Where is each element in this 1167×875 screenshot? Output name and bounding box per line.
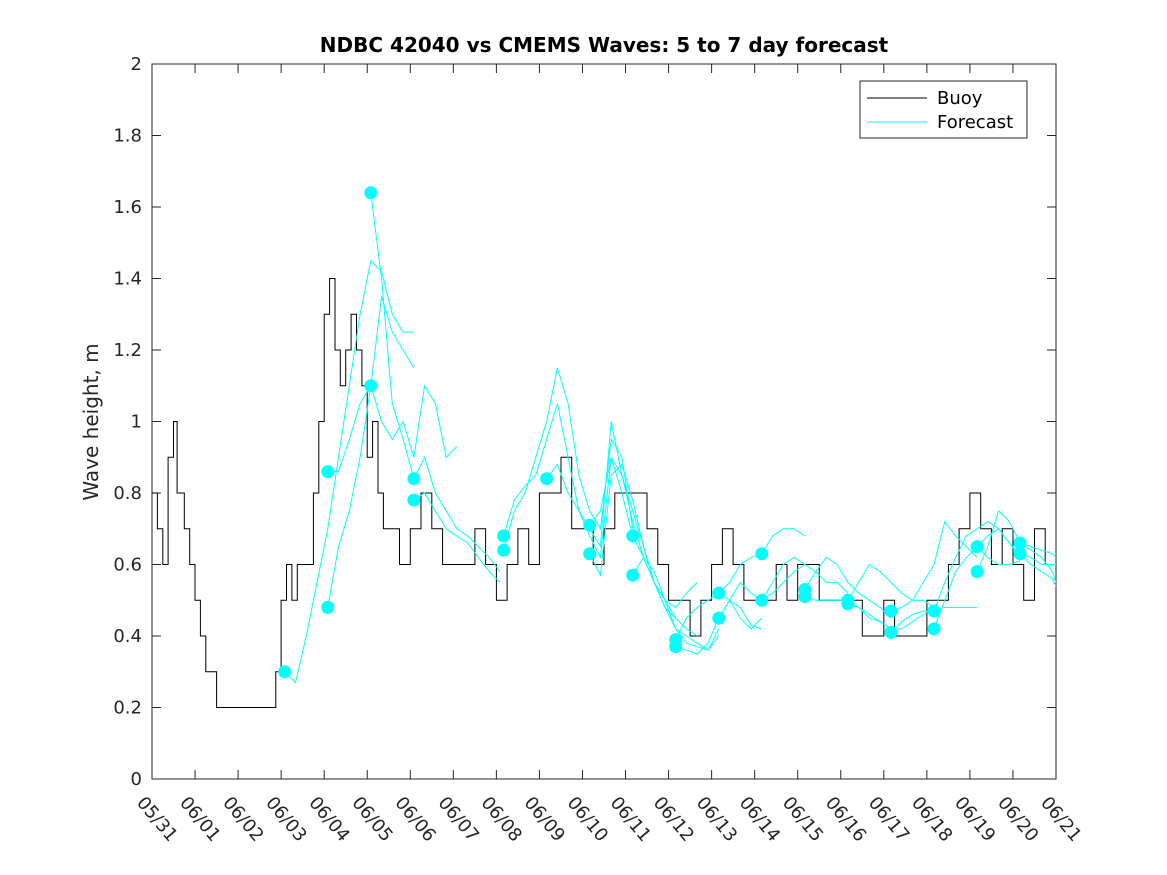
forecast-marker bbox=[407, 472, 421, 486]
y-tick-label: 2 bbox=[131, 54, 142, 75]
forecast-line bbox=[1019, 542, 1057, 583]
forecast-line bbox=[804, 556, 892, 619]
forecast-marker bbox=[278, 665, 292, 679]
legend-label-forecast: Forecast bbox=[937, 112, 1013, 133]
forecast-line bbox=[847, 563, 935, 608]
forecast-line bbox=[327, 384, 458, 473]
y-tick-label: 0 bbox=[131, 769, 142, 790]
forecast-marker bbox=[497, 529, 511, 543]
legend: Buoy Forecast bbox=[859, 80, 1028, 139]
forecast-marker bbox=[755, 547, 769, 561]
buoy-series bbox=[152, 278, 1056, 708]
y-tick-label: 1 bbox=[131, 412, 142, 433]
forecast-marker bbox=[755, 593, 769, 607]
forecast-marker bbox=[884, 604, 898, 618]
forecast-marker bbox=[669, 640, 683, 654]
forecast-marker bbox=[798, 590, 812, 604]
forecast-line bbox=[370, 192, 415, 479]
forecast-marker bbox=[970, 565, 984, 579]
forecast-marker bbox=[497, 543, 511, 557]
forecast-line bbox=[413, 492, 501, 583]
forecast-line bbox=[1019, 553, 1056, 565]
forecast-marker bbox=[927, 604, 941, 618]
y-axis: 0 0.2 0.4 0.6 0.8 1 1.2 1.4 1.6 1.8 2 bbox=[113, 54, 1056, 790]
forecast-marker bbox=[407, 493, 421, 507]
forecast-marker bbox=[364, 186, 378, 200]
forecast-marker bbox=[884, 625, 898, 639]
chart-title: NDBC 42040 vs CMEMS Waves: 5 to 7 day fo… bbox=[320, 33, 889, 57]
forecast-marker bbox=[1013, 536, 1027, 550]
plot-area bbox=[151, 63, 1057, 780]
legend-box bbox=[859, 80, 1028, 139]
forecast-marker bbox=[583, 547, 597, 561]
buoy-line bbox=[152, 278, 1056, 708]
forecast-marker bbox=[321, 600, 335, 614]
axes-box bbox=[151, 63, 1057, 780]
forecast-marker bbox=[970, 540, 984, 554]
forecast-marker bbox=[841, 597, 855, 611]
forecast-marker bbox=[712, 586, 726, 600]
forecast-line bbox=[589, 463, 698, 609]
y-tick-label: 0.2 bbox=[113, 698, 142, 719]
y-tick-label: 0.8 bbox=[113, 483, 142, 504]
forecast-marker bbox=[712, 611, 726, 625]
forecast-line bbox=[761, 556, 849, 601]
y-axis-label: Wave height, m bbox=[79, 343, 103, 500]
y-tick-label: 1.2 bbox=[113, 340, 142, 361]
forecast-markers bbox=[278, 186, 1027, 679]
forecast-line bbox=[413, 455, 501, 572]
forecast-marker bbox=[583, 518, 597, 532]
y-tick-label: 1.4 bbox=[113, 269, 142, 290]
forecast-marker bbox=[321, 465, 335, 479]
forecast-marker bbox=[927, 622, 941, 636]
y-tick-label: 1.8 bbox=[113, 126, 142, 147]
forecast-line bbox=[632, 535, 720, 651]
forecast-marker bbox=[626, 529, 640, 543]
forecast-marker bbox=[364, 379, 378, 393]
y-tick-label: 1.6 bbox=[113, 197, 142, 218]
forecast-marker bbox=[1013, 547, 1027, 561]
forecast-line bbox=[503, 367, 634, 551]
y-tick-label: 0.6 bbox=[113, 555, 142, 576]
forecast-line bbox=[284, 259, 414, 684]
forecast-marker bbox=[540, 472, 554, 486]
forecast-marker bbox=[626, 568, 640, 582]
y-tick-label: 0.4 bbox=[113, 626, 142, 647]
legend-label-buoy: Buoy bbox=[937, 88, 983, 109]
